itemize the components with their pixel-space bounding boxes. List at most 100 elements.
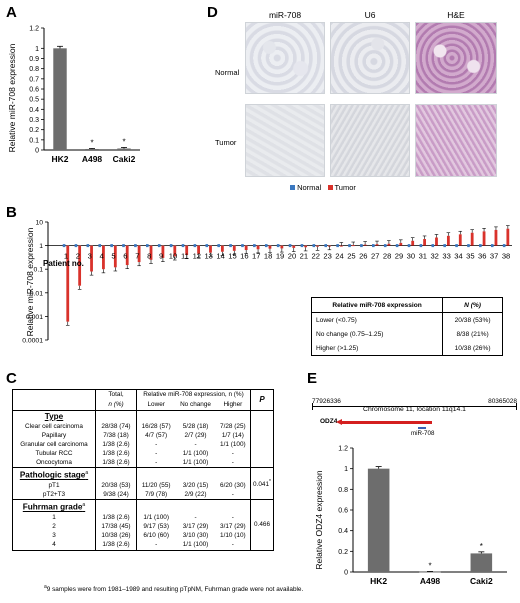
row-label: Tubular RCC (35, 450, 73, 458)
x-tick-label: 10 (169, 252, 177, 261)
chart-a: Relative miR-708 expression 0 0.1 0.2 0.3 0.… (7, 26, 140, 164)
bar-normal (193, 244, 197, 248)
bar-tumor (256, 245, 260, 250)
bar-normal (324, 244, 328, 248)
bar-normal (122, 244, 125, 248)
bar-normal (229, 244, 232, 248)
chromosome-tick-left (312, 403, 313, 410)
x-tick-label: Caki2 (470, 576, 493, 586)
x-tick-label: 8 (147, 252, 151, 261)
y-tick-label: 0.4 (338, 528, 348, 535)
x-tick-label: 9 (159, 252, 163, 261)
section-title-grade: Fuhrman gradea (12, 499, 96, 514)
x-tick-label: 36 (478, 252, 486, 261)
header-lower: Lower (136, 400, 176, 411)
cell-higher: - (231, 541, 234, 549)
cell-nochange: 5/28 (18) (182, 423, 209, 430)
summary-col-n: N (%) (442, 297, 503, 313)
panel-label-e: E (307, 370, 318, 387)
summary-col-expression: Relative miR-708 expression (311, 297, 443, 313)
cell-lower: 1/1 (100) (136, 513, 176, 523)
x-tick-label: 33 (442, 252, 450, 261)
row-label-tumor: Tumor (215, 138, 237, 147)
bar-tumor (125, 245, 129, 266)
bar-normal (372, 244, 375, 248)
cell-total: 9/38 (24) (95, 490, 137, 500)
chart-b-xticks: 1 2 3 4 5 6 7 8 9 10 11 12 13 14 15 16 17 18 19 20 21 22 23 24 2… (64, 252, 510, 261)
x-tick-label: A498 (420, 576, 441, 586)
bar-tumor (316, 245, 319, 247)
bar (367, 468, 390, 572)
bar-normal (241, 244, 244, 248)
cell-higher: 1/7 (14) (221, 432, 244, 440)
cell-nochange: 3/20 (15) (182, 482, 209, 490)
bar-normal (419, 244, 423, 248)
x-tick-label: HK2 (370, 576, 387, 586)
legend-swatch-tumor (327, 185, 333, 190)
gene-arrow-icon (336, 419, 342, 425)
x-tick-label: Caki2 (113, 154, 136, 164)
header-nochange: No change (180, 401, 211, 408)
x-tick-label: 11 (181, 252, 189, 261)
cell-total: 1/38 (2.6) (95, 440, 137, 450)
footnote-c: a9 samples were from 1981–1989 and resul… (44, 584, 304, 594)
significance-marker: * (428, 561, 431, 570)
bar-normal (217, 244, 220, 248)
cell-total: 17/38 (45) (95, 522, 137, 532)
axis-label-b-y: Relative miR-708 expression (25, 227, 35, 336)
cell-higher: - (231, 514, 234, 522)
y-tick-label: 10 (35, 220, 43, 227)
bar-normal (134, 244, 137, 248)
y-tick-label: 0 (35, 148, 39, 155)
bar-tumor (244, 245, 248, 251)
bar-normal (383, 244, 387, 248)
y-tick-label: 0.01 (30, 290, 43, 297)
panel-label-b: B (6, 204, 17, 221)
table-row: Granular cell carcinoma 1/38 (2.6) - -1/1 (… (13, 440, 274, 450)
x-tick-label: 7 (135, 252, 139, 261)
y-tick-label: 0 (344, 570, 348, 577)
row-label: 3 (52, 532, 56, 540)
cell-higher: 6/20 (30) (220, 482, 246, 490)
bar-tumor (102, 245, 105, 270)
row-label: pT2+T3 (42, 491, 66, 499)
bar-tumor (66, 245, 70, 322)
header-group: Relative miR-708 expression, n (%) (136, 389, 251, 400)
significance-marker: * (122, 137, 125, 146)
bar-tumor (161, 245, 165, 258)
header-higher: Higher (223, 401, 243, 408)
bar-normal (181, 244, 185, 248)
y-tick-label: 0.4 (29, 107, 39, 114)
y-tick-label: 0.1 (34, 267, 44, 274)
bar-normal (407, 244, 411, 248)
col-label-he: H&E (447, 10, 465, 20)
y-tick-label: 0.5 (29, 97, 39, 104)
x-tick-label: 12 (193, 252, 201, 261)
bar-tumor (220, 245, 224, 252)
clinical-table-subheader: Lower No change Higher (13, 400, 274, 411)
bar-normal (336, 244, 339, 248)
header-n-pct: n (%) (108, 401, 124, 408)
x-tick-label: 25 (347, 252, 355, 261)
cell-nochange: 2/7 (29) (184, 432, 207, 440)
col-label-u6: U6 (364, 10, 376, 20)
cell-total: 10/38 (26) (95, 531, 137, 541)
micrograph-tumor-u6 (330, 104, 410, 177)
gene-label: ODZ4 (320, 418, 338, 425)
bar (117, 148, 131, 150)
bar-tumor (351, 245, 355, 247)
x-tick-label: 34 (454, 252, 462, 261)
bar-tumor (197, 245, 200, 254)
table-row: pT1 20/38 (53) 11/20 (55) 3/20 (15) 6/20 (30… (13, 481, 274, 491)
bar-normal (62, 244, 66, 248)
bar-tumor (328, 245, 331, 247)
cell-lower: 6/10 (60) (136, 531, 176, 541)
y-tick-label: 1.2 (29, 26, 39, 33)
cell-lower: - (136, 440, 176, 450)
bar-tumor (78, 245, 82, 286)
cell-total: 1/38 (2.6) (95, 449, 137, 459)
bar-tumor (149, 245, 153, 260)
chart-b: Relative miR-708 expression 10 1 0.1 0.01 0.… (22, 220, 512, 345)
x-tick-label: 17 (252, 252, 260, 261)
bar-tumor (482, 231, 486, 246)
